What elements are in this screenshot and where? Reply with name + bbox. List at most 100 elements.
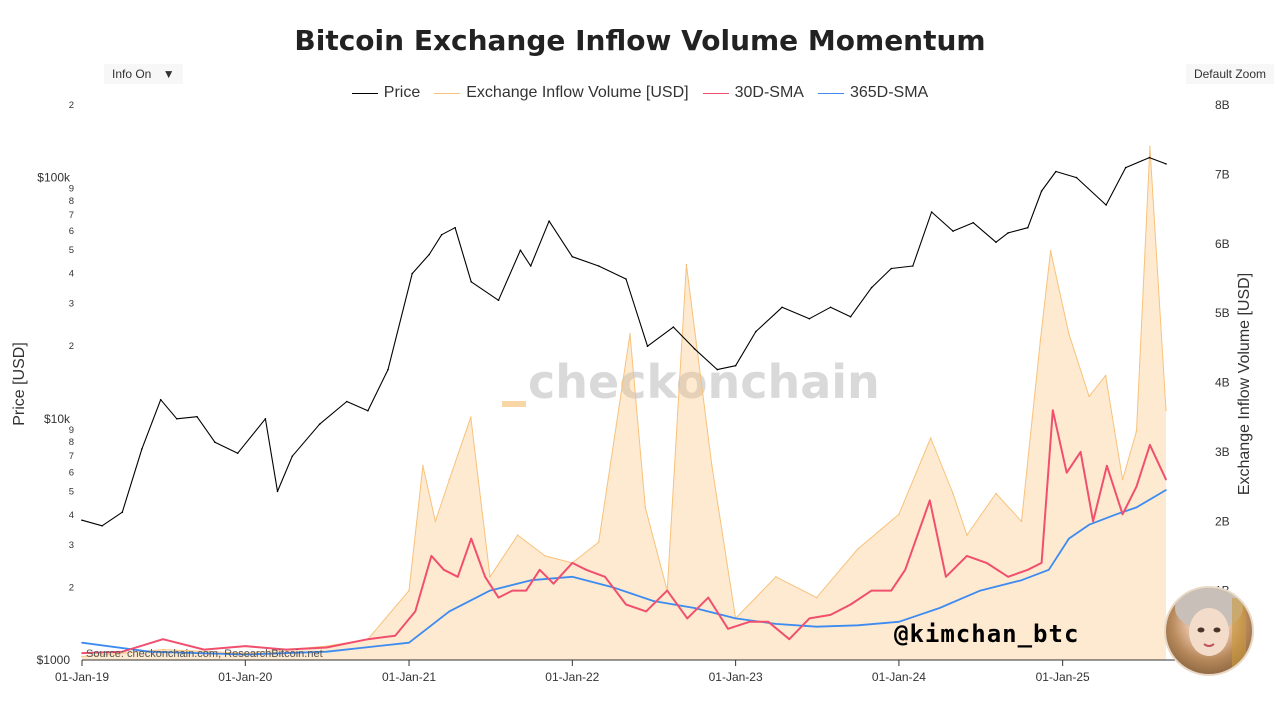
data-point-exchange-inflow-volume-usd <box>952 492 954 495</box>
data-point-price <box>571 255 574 258</box>
data-point-30d-sma <box>1065 471 1068 474</box>
data-point-price <box>411 272 414 275</box>
series-line-30d-sma <box>81 409 1167 655</box>
data-point-price <box>849 315 852 318</box>
data-point-30d-sma <box>904 569 906 571</box>
data-point-price <box>291 455 294 458</box>
data-point-30d-sma <box>430 555 433 557</box>
data-point-exchange-inflow-volume-usd <box>516 534 519 536</box>
data-point-price <box>1040 190 1043 192</box>
data-point-price <box>81 519 83 521</box>
data-point-365d-sma <box>815 625 818 628</box>
legend-item-30d-sma[interactable]: 30D-SMA <box>702 84 804 102</box>
data-point-exchange-inflow-volume-usd <box>544 555 546 557</box>
data-point-30d-sma <box>1092 520 1094 523</box>
data-point-price <box>121 511 124 513</box>
data-point-30d-sma <box>525 589 527 592</box>
data-point-30d-sma <box>945 576 947 578</box>
data-point-30d-sma <box>929 499 931 502</box>
y-right-axis-label: Exchange Inflow Volume [USD] <box>1236 273 1253 495</box>
data-point-exchange-inflow-volume-usd <box>1068 333 1070 335</box>
data-point-price <box>497 299 500 302</box>
data-point-30d-sma <box>443 569 445 571</box>
data-point-price <box>548 220 550 222</box>
data-point-price <box>1165 163 1167 165</box>
info-toggle-button[interactable]: Info On ▼ <box>104 64 183 84</box>
data-point-price <box>519 249 522 251</box>
legend-item-365d-sma[interactable]: 365D-SMA <box>817 84 928 102</box>
data-point-price <box>176 418 178 420</box>
legend-item-price[interactable]: Price <box>351 84 420 102</box>
data-point-30d-sma <box>1040 562 1043 564</box>
data-point-price <box>1027 226 1029 229</box>
data-point-price <box>470 281 473 283</box>
source-text: Source: checkonchain.com, ResearchBitcoi… <box>86 648 323 660</box>
data-point-365d-sma <box>775 623 777 625</box>
y-left-axis-label: Price [USD] <box>11 342 28 426</box>
data-point-price <box>995 241 997 243</box>
data-point-365d-sma <box>1115 513 1118 516</box>
y-left-minor-tick-label: 5 <box>69 245 74 256</box>
data-point-exchange-inflow-volume-usd <box>448 478 451 481</box>
data-point-price <box>625 278 627 280</box>
data-point-365d-sma <box>1068 537 1070 540</box>
data-point-price <box>318 423 321 426</box>
y-left-minor-tick-label: 6 <box>69 226 74 237</box>
data-point-price <box>196 415 198 418</box>
data-point-365d-sma <box>979 589 982 592</box>
data-point-30d-sma <box>394 634 397 637</box>
y-left-minor-tick-label: 4 <box>69 510 74 521</box>
data-point-exchange-inflow-volume-usd <box>1104 374 1107 377</box>
data-point-price <box>829 306 832 309</box>
data-point-exchange-inflow-volume-usd <box>81 655 83 658</box>
data-point-30d-sma <box>81 652 83 654</box>
legend-label: Exchange Inflow Volume [USD] <box>466 84 689 101</box>
data-point-30d-sma <box>203 648 205 651</box>
y-left-minor-tick-label: 9 <box>69 425 74 436</box>
data-point-exchange-inflow-volume-usd <box>1049 249 1052 252</box>
data-point-365d-sma <box>408 641 410 644</box>
data-point-exchange-inflow-volume-usd <box>685 263 688 266</box>
y-right-tick-label: 5B <box>1215 306 1230 320</box>
data-point-exchange-inflow-volume-usd <box>995 492 997 495</box>
data-point-price <box>159 398 162 401</box>
y-right-tick-label: 4B <box>1215 376 1230 390</box>
data-point-price <box>236 452 239 455</box>
chevron-down-icon: ▼ <box>162 67 175 81</box>
data-point-exchange-inflow-volume-usd <box>162 648 164 651</box>
data-point-30d-sma <box>538 569 541 571</box>
y-left-minor-tick-label: 2 <box>69 582 74 593</box>
data-point-365d-sma <box>148 650 151 653</box>
data-point-30d-sma <box>1007 576 1009 578</box>
data-point-365d-sma <box>734 617 737 620</box>
data-point-price <box>1148 156 1151 159</box>
data-point-30d-sma <box>497 596 500 599</box>
data-point-price <box>1055 170 1057 173</box>
legend-item-exchange-inflow-volume-usd[interactable]: Exchange Inflow Volume [USD] <box>434 84 689 102</box>
data-point-30d-sma <box>808 617 811 620</box>
x-axis-ticks: 01-Jan-19 01-Jan-20 01-Jan-21 01-Jan-22 01-J… <box>55 660 1090 684</box>
data-point-365d-sma <box>244 653 247 656</box>
data-point-30d-sma <box>552 582 555 585</box>
y-left-minor-tick-label: 7 <box>69 451 74 462</box>
y-left-minor-tick-label: 8 <box>69 196 74 207</box>
data-point-365d-sma <box>1165 489 1167 491</box>
y-left-major-tick-label: $1000 <box>37 653 71 667</box>
data-point-price <box>1105 204 1107 206</box>
data-point-30d-sma <box>748 621 751 623</box>
x-tick-label: 01-Jan-24 <box>872 670 926 684</box>
data-point-exchange-inflow-volume-usd <box>1149 145 1151 148</box>
y-left-minor-tick-label: 8 <box>69 437 74 448</box>
legend-swatch-icon <box>351 92 378 94</box>
default-zoom-button[interactable]: Default Zoom <box>1185 64 1274 84</box>
data-point-price <box>529 265 532 267</box>
data-point-30d-sma <box>666 589 668 592</box>
handle-label: @kimchan_btc <box>894 620 1080 648</box>
data-point-exchange-inflow-volume-usd <box>929 437 932 439</box>
data-point-30d-sma <box>511 589 514 592</box>
data-point-price <box>672 326 675 328</box>
data-point-30d-sma <box>625 603 627 606</box>
data-point-30d-sma <box>966 555 968 557</box>
data-point-30d-sma <box>121 650 124 653</box>
data-point-30d-sma <box>645 610 647 613</box>
